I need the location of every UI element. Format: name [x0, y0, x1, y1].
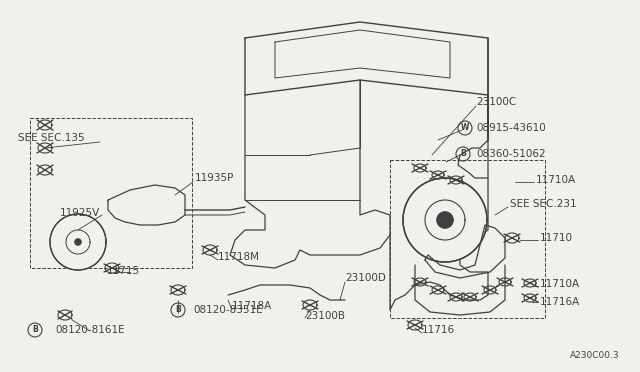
Text: 11935P: 11935P	[195, 173, 234, 183]
Text: SEE SEC.135: SEE SEC.135	[18, 133, 84, 143]
Text: 11715: 11715	[107, 266, 140, 276]
Text: 11716: 11716	[422, 325, 455, 335]
Text: 08915-43610: 08915-43610	[476, 123, 546, 133]
Polygon shape	[75, 239, 81, 245]
Text: 23100B: 23100B	[305, 311, 345, 321]
Text: 11718M: 11718M	[218, 252, 260, 262]
Text: 11710: 11710	[540, 233, 573, 243]
Text: SEE SEC.231: SEE SEC.231	[510, 199, 577, 209]
Text: 08360-51062: 08360-51062	[476, 149, 546, 159]
Polygon shape	[403, 178, 487, 262]
Text: 11710A: 11710A	[536, 175, 576, 185]
Polygon shape	[437, 212, 453, 228]
Text: 23100C: 23100C	[476, 97, 516, 107]
Text: 11710A: 11710A	[540, 279, 580, 289]
Text: 11716A: 11716A	[540, 297, 580, 307]
Text: 08120-8351E: 08120-8351E	[193, 305, 262, 315]
Text: 11718A: 11718A	[232, 301, 272, 311]
Text: 23100D: 23100D	[345, 273, 386, 283]
Text: B: B	[32, 326, 38, 334]
Text: B: B	[460, 150, 466, 158]
Text: A230C00.3: A230C00.3	[570, 352, 620, 360]
Text: 08120-8161E: 08120-8161E	[55, 325, 125, 335]
Text: B: B	[175, 305, 181, 314]
Polygon shape	[50, 214, 106, 270]
Text: W: W	[461, 124, 469, 132]
Text: 11925V: 11925V	[60, 208, 100, 218]
